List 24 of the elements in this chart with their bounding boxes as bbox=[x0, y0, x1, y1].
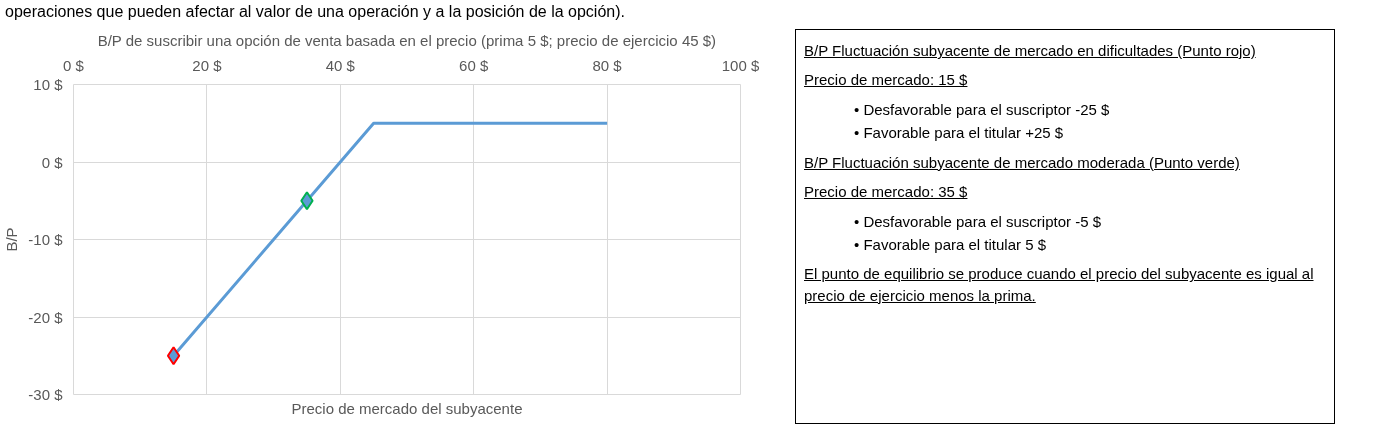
y-tick-label: 10 $ bbox=[33, 76, 64, 93]
x-tick-label: 100 $ bbox=[721, 56, 760, 74]
x-tick-label: 60 $ bbox=[459, 56, 489, 74]
y-axis-title: B/P bbox=[3, 227, 21, 252]
chart-title: B/P de suscribir una opción de venta basada en el precio (prima 5 $; precio de ejercicio 45 $) bbox=[97, 31, 717, 49]
text: El punto de equilibrio se produce cuando el precio del subyacente es igual al precio de ejercicio menos la prima. bbox=[804, 264, 1315, 306]
x-tick-label: 0 $ bbox=[63, 56, 85, 74]
text: Precio de mercado: 15 $ bbox=[804, 70, 969, 91]
y-tick-label: -20 $ bbox=[28, 308, 64, 326]
x-tick-label: 80 $ bbox=[592, 56, 623, 74]
text: • Desfavorable para el suscriptor -25 $ bbox=[854, 99, 1111, 120]
x-axis-title: Precio de mercado del subyacente bbox=[291, 399, 523, 417]
text: B/P Fluctuación subyacente de mercado moderada (Punto verde) bbox=[804, 152, 1241, 173]
text: operaciones que pueden afectar al valor de una operación y a la posición de la opción). bbox=[5, 3, 625, 20]
text: • Favorable para el titular 5 $ bbox=[854, 234, 1048, 255]
x-tick-label: 20 $ bbox=[192, 56, 223, 74]
text: • Favorable para el titular +25 $ bbox=[854, 123, 1065, 144]
text: B/P Fluctuación subyacente de mercado en dificultades (Punto rojo) bbox=[804, 41, 1257, 61]
y-tick-label: 0 $ bbox=[41, 153, 64, 171]
x-tick-label: 40 $ bbox=[325, 56, 356, 74]
text: • Desfavorable para el suscriptor -5 $ bbox=[854, 211, 1103, 232]
y-tick-label: -30 $ bbox=[28, 386, 64, 403]
text: Precio de mercado: 35 $ bbox=[804, 182, 969, 203]
y-tick-label: -10 $ bbox=[28, 231, 64, 248]
